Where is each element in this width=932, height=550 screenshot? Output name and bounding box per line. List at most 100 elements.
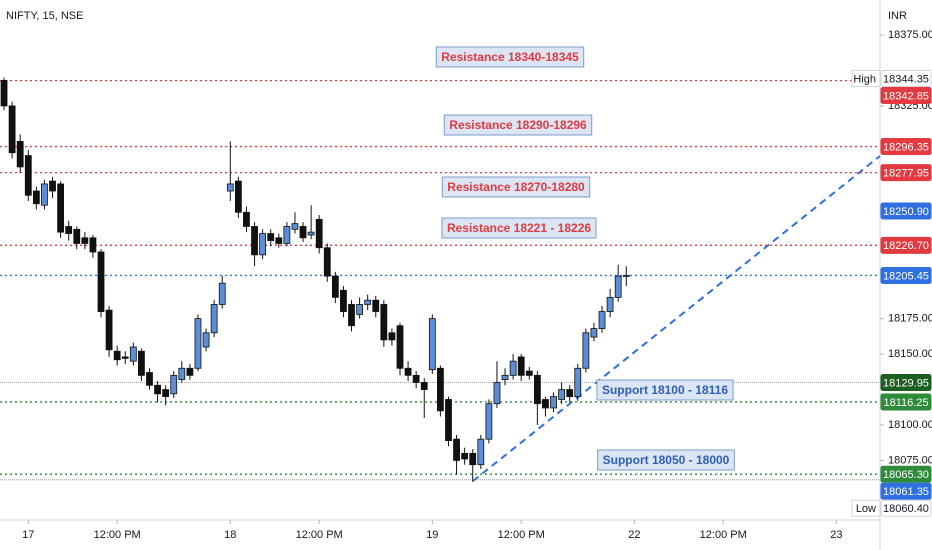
candle-body xyxy=(267,233,275,242)
price-badge-label: 18205.45 xyxy=(883,270,929,282)
x-tick-label: 18 xyxy=(224,529,236,541)
price-badge xyxy=(880,138,932,156)
candle-body xyxy=(388,332,396,341)
price-badge-label: 18344.35 xyxy=(883,73,929,85)
price-badge xyxy=(880,266,932,284)
candle-body xyxy=(16,140,24,168)
candle-body xyxy=(65,226,73,234)
price-badge xyxy=(880,465,932,483)
candle-body xyxy=(340,289,347,312)
candle-body xyxy=(234,180,242,213)
candle-body xyxy=(307,231,315,236)
candle-body xyxy=(138,350,145,376)
candle-body xyxy=(97,251,105,312)
candle-body xyxy=(0,80,8,107)
price-badge xyxy=(880,393,932,411)
candle-body xyxy=(493,382,501,405)
y-tick-label: 18100.00 xyxy=(888,419,932,431)
annotation-box xyxy=(441,176,591,198)
annotation-text: Resistance 18340-18345 xyxy=(441,50,579,64)
annotation-text: Resistance 18221 - 18226 xyxy=(447,221,591,235)
price-badge xyxy=(880,164,932,182)
candle-body xyxy=(590,328,598,338)
candle-body xyxy=(331,275,339,298)
candle-body xyxy=(202,332,210,348)
candle-body xyxy=(57,183,65,233)
candle-body xyxy=(404,367,412,376)
candle-body xyxy=(121,356,129,359)
candle-body xyxy=(437,367,444,412)
price-badge xyxy=(880,482,932,500)
candle-body xyxy=(485,403,493,440)
price-badge-name: Low xyxy=(856,503,876,515)
annotation-box xyxy=(441,217,597,239)
price-badge-label: 18060.40 xyxy=(883,503,929,515)
y-tick-label: 18075.00 xyxy=(888,454,932,466)
x-tick-label: 17 xyxy=(22,529,34,541)
x-tick-label: 23 xyxy=(830,529,842,541)
price-badge-label: 18296.35 xyxy=(883,141,929,153)
candle-body xyxy=(461,452,469,460)
annotation-text: Support 18100 - 18116 xyxy=(602,383,728,397)
price-badge xyxy=(880,374,932,392)
price-badge-label: 18065.30 xyxy=(883,469,929,481)
candle-body xyxy=(558,389,566,400)
x-tick-label: 22 xyxy=(628,529,640,541)
candle-body xyxy=(574,367,582,398)
candle-body xyxy=(226,183,234,192)
candle-body xyxy=(89,237,97,253)
price-badge-name: High xyxy=(853,73,876,85)
candle-body xyxy=(420,382,428,390)
price-badge-name-bg xyxy=(851,69,881,87)
x-tick-label: 12:00 PM xyxy=(498,529,545,541)
candle-body xyxy=(81,237,89,244)
annotation-box xyxy=(597,449,735,471)
annotation-text: Resistance 18270-18280 xyxy=(447,180,585,194)
candle-body xyxy=(542,399,549,409)
candle-body xyxy=(533,374,541,405)
candle-body xyxy=(170,374,178,395)
price-badge-label: 18226.70 xyxy=(883,240,929,252)
candle-body xyxy=(315,218,323,249)
candle-body xyxy=(525,370,533,376)
candle-body xyxy=(348,304,355,327)
x-tick-label: 12:00 PM xyxy=(700,529,747,541)
price-badge xyxy=(880,236,932,254)
candle-body xyxy=(194,318,202,369)
candle-body xyxy=(453,438,460,461)
candle-body xyxy=(582,332,590,369)
candle-body xyxy=(445,399,452,441)
candle-body xyxy=(412,374,420,383)
price-badge-name-bg xyxy=(851,499,881,517)
candle-body xyxy=(477,438,485,466)
candle-body xyxy=(372,299,380,312)
candle-body xyxy=(622,275,630,277)
candle-body xyxy=(162,389,170,398)
x-tick-label: 12:00 PM xyxy=(296,529,343,541)
candle-body xyxy=(49,180,56,192)
price-badge xyxy=(880,69,932,87)
price-badge-label: 18116.25 xyxy=(883,397,928,409)
candle-body xyxy=(259,233,267,256)
candle-body xyxy=(364,299,372,305)
candle-body xyxy=(178,367,186,381)
candle-body xyxy=(509,360,517,376)
annotation-box xyxy=(596,379,734,401)
price-badge-label: 18061.35 xyxy=(883,486,929,498)
price-badge xyxy=(880,202,932,220)
candle-body xyxy=(323,247,331,277)
candle-body xyxy=(356,304,363,315)
candle-body xyxy=(283,226,291,244)
annotation-box xyxy=(443,114,593,136)
annotation-text: Support 18050 - 18000 xyxy=(603,453,730,467)
price-badge-label: 18129.95 xyxy=(883,377,929,389)
chart-title: NIFTY, 15, NSE xyxy=(6,10,83,22)
x-tick-label: 12:00 PM xyxy=(94,529,141,541)
candle-body xyxy=(566,389,574,398)
candle-body xyxy=(154,384,161,395)
candle-body xyxy=(275,237,283,244)
candle-body xyxy=(299,226,307,239)
candle-body xyxy=(251,226,258,256)
